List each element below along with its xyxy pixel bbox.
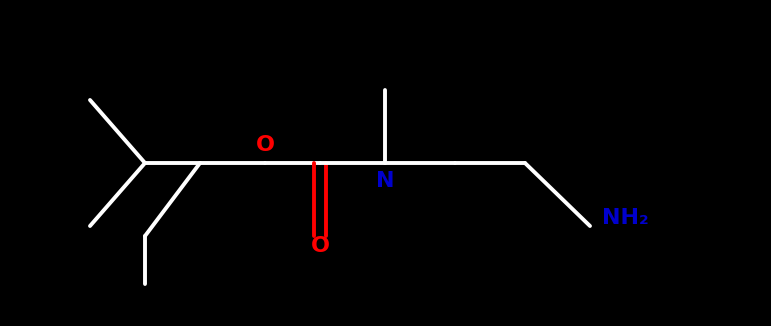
Text: O: O [311,236,329,256]
Text: N: N [375,171,394,191]
Text: O: O [255,135,274,155]
Text: NH₂: NH₂ [602,208,648,228]
